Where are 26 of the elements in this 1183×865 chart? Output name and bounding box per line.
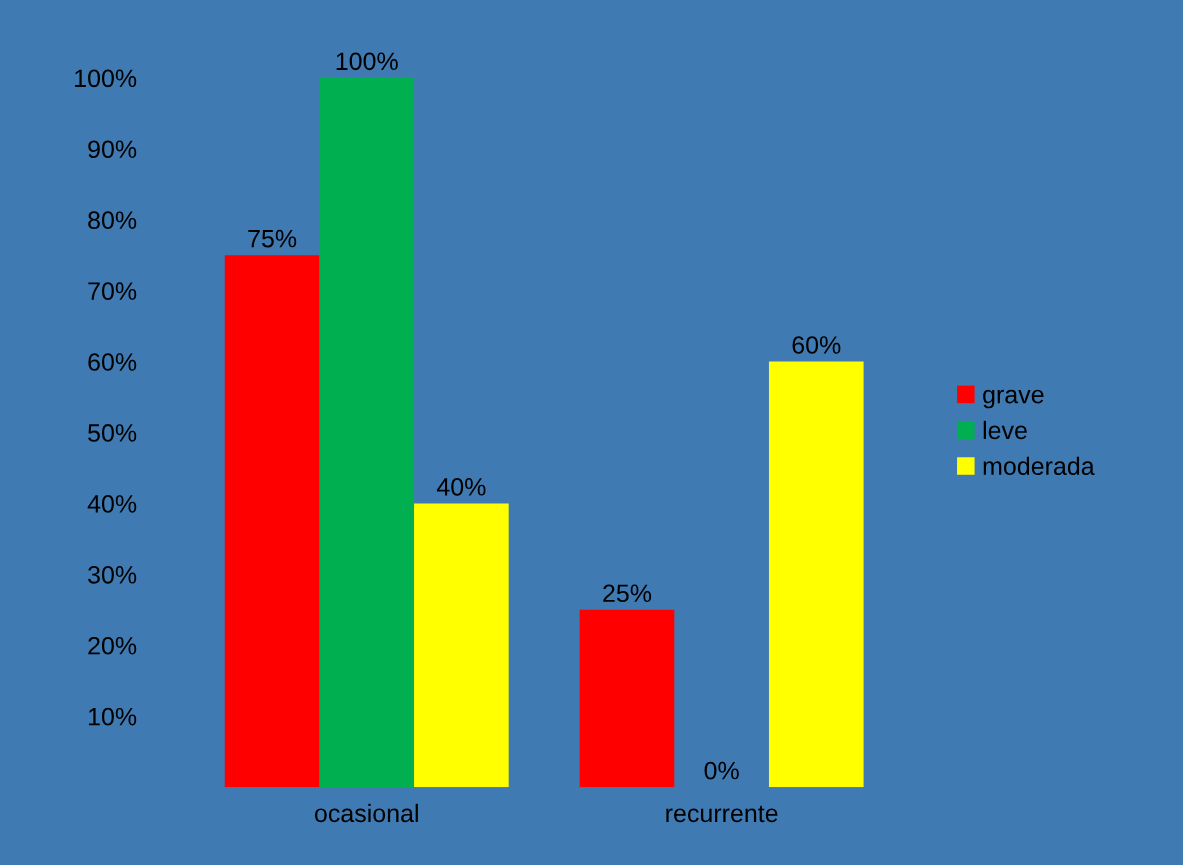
data-label: 100% bbox=[336, 52, 398, 71]
y-tick-label: 50% bbox=[88, 424, 137, 442]
data-label: 0% bbox=[704, 761, 739, 780]
x-tick-label: ocasional bbox=[314, 803, 418, 823]
bar bbox=[414, 503, 509, 788]
y-tick-label: 60% bbox=[88, 353, 137, 371]
y-tick-label: 90% bbox=[88, 140, 137, 159]
data-label: 75% bbox=[248, 229, 297, 248]
bar bbox=[319, 77, 415, 788]
data-label: 40% bbox=[436, 478, 486, 496]
legend-label: leve bbox=[983, 420, 1027, 440]
y-tick-label: 40% bbox=[87, 495, 137, 513]
bar bbox=[768, 361, 864, 788]
y-tick-label: 80% bbox=[88, 211, 137, 230]
data-label: 25% bbox=[603, 584, 652, 603]
y-tick-label: 100% bbox=[75, 69, 137, 88]
y-tick-label: 20% bbox=[88, 636, 137, 655]
y-tick-label: 70% bbox=[88, 282, 137, 300]
x-tick-label: recurrente bbox=[666, 805, 778, 823]
y-tick-label: 10% bbox=[88, 707, 137, 726]
data-label: 60% bbox=[792, 336, 841, 354]
bar bbox=[224, 255, 320, 788]
legend-label: moderada bbox=[983, 456, 1095, 476]
bar bbox=[579, 609, 675, 788]
y-tick-label: 30% bbox=[88, 565, 137, 584]
legend-label: grave bbox=[983, 389, 1044, 409]
